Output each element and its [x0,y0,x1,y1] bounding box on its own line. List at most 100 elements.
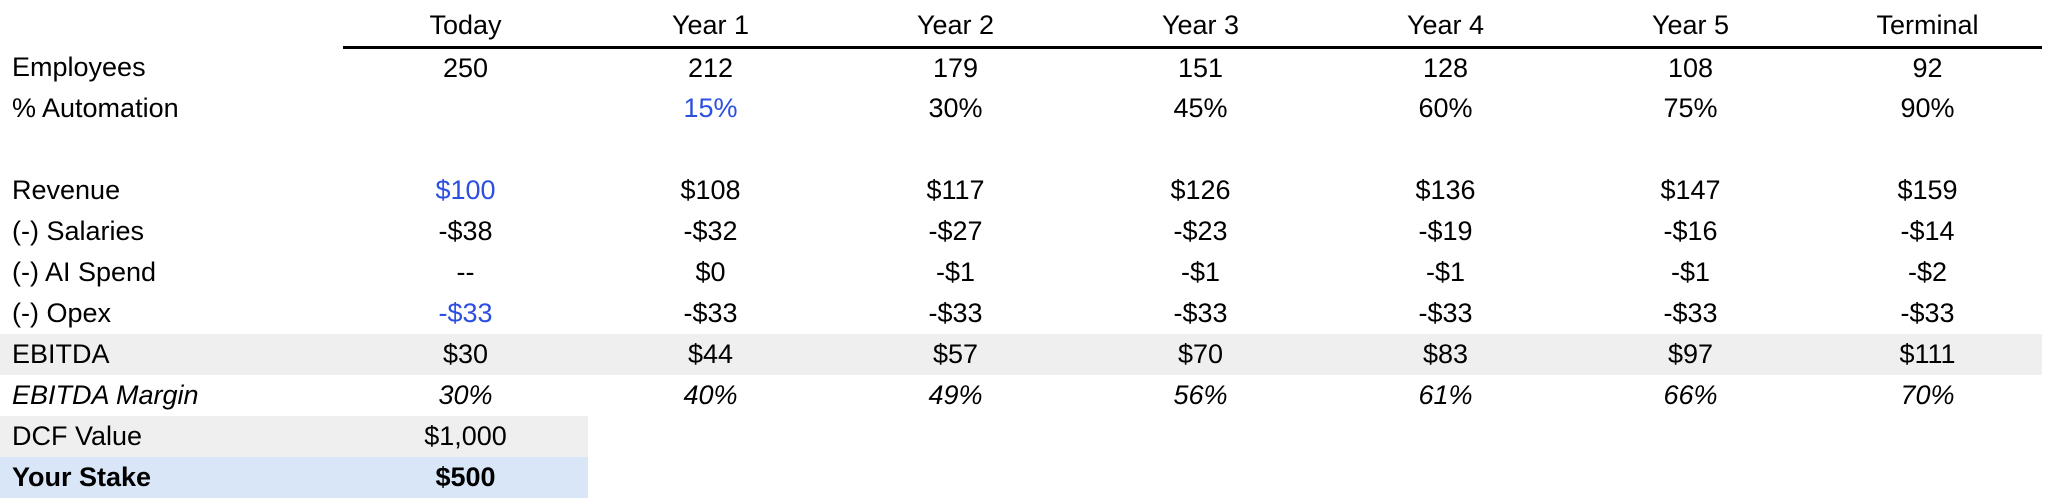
table-cell: $500 [343,457,588,498]
table-cell: 128 [1422,52,1469,83]
table-cell: $117 [926,175,985,205]
header-row: Today Year 1 Year 2 Year 3 Year 4 Year 5… [0,6,2042,49]
table-cell: -$23 [1173,216,1228,246]
table-cell: 250 [442,52,489,83]
row-ebitda-margin: EBITDA Margin 30% 40% 49% 56% 61% 66% 70… [0,375,2042,416]
table-cell: -$33 [928,298,983,328]
table-cell [1078,416,1323,457]
table-cell [833,457,1078,498]
table-cell [1813,416,2042,457]
row-spacer [0,129,2042,170]
row-label: DCF Value [0,416,343,457]
header-cell-year2: Year 2 [833,6,1078,49]
table-cell: -$38 [438,216,493,246]
row-dcf-value: DCF Value $1,000 [0,416,2042,457]
table-cell [1078,129,1323,170]
financial-model-table: Today Year 1 Year 2 Year 3 Year 4 Year 5… [0,6,2042,498]
table-cell: 56% [1173,380,1228,410]
table-cell [343,129,588,170]
table-cell: -$27 [928,216,983,246]
table-cell: $108 [680,175,741,205]
table-cell: -$1 [1425,257,1466,287]
table-cell: 75% [1663,93,1718,123]
header-cell-terminal: Terminal [1813,6,2042,49]
table-cell: 92 [1912,52,1943,83]
table-cell: $44 [588,334,833,375]
row-label [0,129,343,170]
row-salaries: (-) Salaries -$38 -$32 -$27 -$23 -$19 -$… [0,211,2042,252]
table-cell: $0 [695,257,726,287]
table-cell [1078,457,1323,498]
row-label: EBITDA [0,334,343,375]
table-cell: 66% [1663,380,1718,410]
table-cell-input: -$33 [438,298,493,328]
table-cell: 30% [928,93,983,123]
table-cell: 179 [932,52,979,83]
header-cell-blank [0,6,343,47]
table-cell: $97 [1568,334,1813,375]
table-cell: -$1 [1180,257,1221,287]
table-cell: 108 [1667,52,1714,83]
table-cell [588,457,833,498]
table-cell-input: 15% [683,93,738,123]
table-cell [833,416,1078,457]
table-cell [1568,129,1813,170]
table-cell [588,129,833,170]
table-cell: $136 [1415,175,1476,205]
table-cell: 60% [1418,93,1473,123]
table-cell: 40% [683,380,738,410]
table-cell: 151 [1177,52,1224,83]
row-revenue: Revenue $100 $108 $117 $126 $136 $147 $1… [0,170,2042,211]
row-label: Your Stake [0,457,343,498]
row-label: EBITDA Margin [12,380,199,410]
row-your-stake: Your Stake $500 [0,457,2042,498]
table-cell: -$32 [683,216,738,246]
table-cell [1323,457,1568,498]
table-cell: 70% [1900,380,1955,410]
row-label: % Automation [12,93,179,123]
table-cell: 45% [1173,93,1228,123]
row-ai-spend: (-) AI Spend -- $0 -$1 -$1 -$1 -$1 -$2 [0,252,2042,293]
table-cell: -$33 [683,298,738,328]
table-cell: $126 [1170,175,1231,205]
row-employees: Employees 250 212 179 151 128 108 92 [0,47,2042,88]
header-cell-today: Today [343,6,588,49]
table-cell: -$33 [1900,298,1955,328]
table-cell: 90% [1900,93,1955,123]
row-label: (-) AI Spend [12,257,157,287]
header-cell-year1: Year 1 [588,6,833,49]
table-cell: $111 [1813,334,2042,375]
header-cell-year5: Year 5 [1568,6,1813,49]
table-cell [1813,129,2042,170]
table-cell: -$33 [1663,298,1718,328]
table-cell [1568,457,1813,498]
table-cell [833,129,1078,170]
table-cell: 212 [687,52,734,83]
table-cell: $70 [1078,334,1323,375]
table-cell: 49% [928,380,983,410]
header-cell-year4: Year 4 [1323,6,1568,49]
row-ebitda: EBITDA $30 $44 $57 $70 $83 $97 $111 [0,334,2042,375]
table-cell [1323,416,1568,457]
table-cell: 30% [438,380,493,410]
table-cell: -- [456,257,475,287]
table-cell: -$2 [1907,257,1948,287]
row-opex: (-) Opex -$33 -$33 -$33 -$33 -$33 -$33 -… [0,293,2042,334]
table-cell [343,88,588,129]
table-cell: -$1 [1670,257,1711,287]
row-label: Employees [12,52,146,82]
table-cell [1568,416,1813,457]
row-label: Revenue [12,175,121,205]
table-cell: $147 [1660,175,1721,205]
table-cell: $30 [343,334,588,375]
table-cell: -$33 [1173,298,1228,328]
table-cell: $57 [833,334,1078,375]
projection-table: Today Year 1 Year 2 Year 3 Year 4 Year 5… [0,6,2042,498]
table-cell: $83 [1323,334,1568,375]
table-cell [1813,457,2042,498]
row-label: (-) Opex [12,298,112,328]
table-cell: -$16 [1663,216,1718,246]
header-cell-year3: Year 3 [1078,6,1323,49]
row-automation: % Automation 15% 30% 45% 60% 75% 90% [0,88,2042,129]
table-cell: -$1 [935,257,976,287]
